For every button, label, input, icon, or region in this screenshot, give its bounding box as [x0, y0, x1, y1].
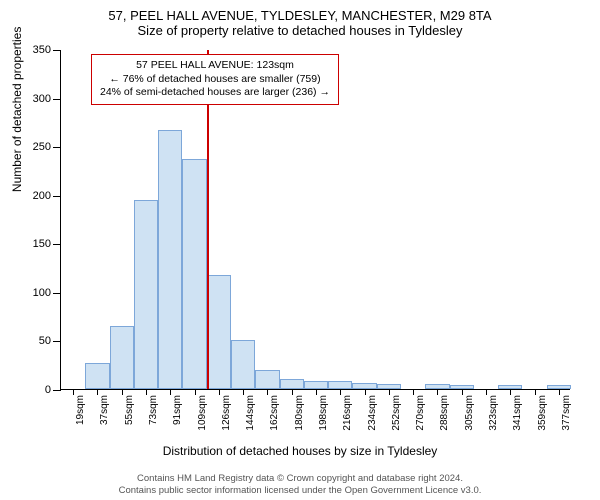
y-tick-label: 200: [33, 190, 51, 202]
x-tick: [219, 389, 220, 395]
plot-inner: 05010015020025030035019sqm37sqm55sqm73sq…: [60, 50, 570, 390]
y-tick-label: 350: [33, 44, 51, 56]
x-tick-label: 109sqm: [197, 395, 208, 431]
x-tick: [486, 389, 487, 395]
y-tick: [53, 341, 61, 342]
y-tick-label: 250: [33, 141, 51, 153]
y-axis-label: Number of detached properties: [10, 27, 24, 192]
x-tick: [535, 389, 536, 395]
x-tick: [365, 389, 366, 395]
footer: Contains HM Land Registry data © Crown c…: [0, 473, 600, 496]
histogram-bar: [85, 363, 109, 389]
x-tick: [243, 389, 244, 395]
x-tick: [316, 389, 317, 395]
x-tick-label: 323sqm: [488, 395, 499, 431]
x-tick-label: 180sqm: [294, 395, 305, 431]
x-tick-label: 270sqm: [415, 395, 426, 431]
x-tick: [146, 389, 147, 395]
y-tick-label: 0: [45, 384, 51, 396]
x-tick: [462, 389, 463, 395]
histogram-bar: [158, 130, 182, 389]
footer-line2: Contains public sector information licen…: [0, 485, 600, 496]
histogram-bar: [304, 381, 328, 389]
x-tick-label: 126sqm: [221, 395, 232, 431]
y-tick: [53, 196, 61, 197]
x-tick-label: 216sqm: [342, 395, 353, 431]
histogram-bar: [255, 370, 279, 389]
plot-area: 05010015020025030035019sqm37sqm55sqm73sq…: [60, 50, 570, 390]
x-tick: [413, 389, 414, 395]
x-tick-label: 144sqm: [245, 395, 256, 431]
callout-line2: ← 76% of detached houses are smaller (75…: [100, 73, 330, 87]
x-tick-label: 19sqm: [75, 395, 86, 425]
x-tick-label: 37sqm: [99, 395, 110, 425]
x-tick-label: 91sqm: [172, 395, 183, 425]
histogram-bar: [110, 326, 134, 389]
histogram-bar: [328, 381, 352, 389]
x-tick: [73, 389, 74, 395]
y-tick: [53, 244, 61, 245]
address-title: 57, PEEL HALL AVENUE, TYLDESLEY, MANCHES…: [0, 8, 600, 23]
histogram-bar: [182, 159, 206, 389]
y-tick: [53, 99, 61, 100]
histogram-bar: [207, 275, 231, 389]
x-tick-label: 341sqm: [512, 395, 523, 431]
x-tick-label: 198sqm: [318, 395, 329, 431]
title-block: 57, PEEL HALL AVENUE, TYLDESLEY, MANCHES…: [0, 0, 600, 38]
x-tick-label: 359sqm: [537, 395, 548, 431]
callout-line3: 24% of semi-detached houses are larger (…: [100, 86, 330, 100]
chart-container: 57, PEEL HALL AVENUE, TYLDESLEY, MANCHES…: [0, 0, 600, 500]
histogram-bar: [231, 340, 255, 389]
x-tick-label: 234sqm: [367, 395, 378, 431]
x-tick: [122, 389, 123, 395]
x-tick-label: 377sqm: [561, 395, 572, 431]
y-tick: [53, 293, 61, 294]
y-tick: [53, 390, 61, 391]
x-tick-label: 305sqm: [464, 395, 475, 431]
y-tick: [53, 50, 61, 51]
y-tick-label: 50: [39, 335, 51, 347]
x-axis-label: Distribution of detached houses by size …: [0, 444, 600, 458]
x-tick-label: 162sqm: [269, 395, 280, 431]
footer-line1: Contains HM Land Registry data © Crown c…: [0, 473, 600, 484]
x-tick-label: 55sqm: [124, 395, 135, 425]
x-tick-label: 288sqm: [439, 395, 450, 431]
y-tick: [53, 147, 61, 148]
histogram-bar: [280, 379, 304, 389]
callout-line1: 57 PEEL HALL AVENUE: 123sqm: [100, 59, 330, 73]
x-tick: [559, 389, 560, 395]
callout-box: 57 PEEL HALL AVENUE: 123sqm← 76% of deta…: [91, 54, 339, 105]
x-tick-label: 252sqm: [391, 395, 402, 431]
y-tick-label: 300: [33, 93, 51, 105]
x-tick-label: 73sqm: [148, 395, 159, 425]
y-tick-label: 150: [33, 238, 51, 250]
x-tick: [292, 389, 293, 395]
histogram-bar: [134, 200, 158, 389]
subtitle: Size of property relative to detached ho…: [0, 23, 600, 38]
x-tick: [195, 389, 196, 395]
y-tick-label: 100: [33, 287, 51, 299]
x-tick: [389, 389, 390, 395]
